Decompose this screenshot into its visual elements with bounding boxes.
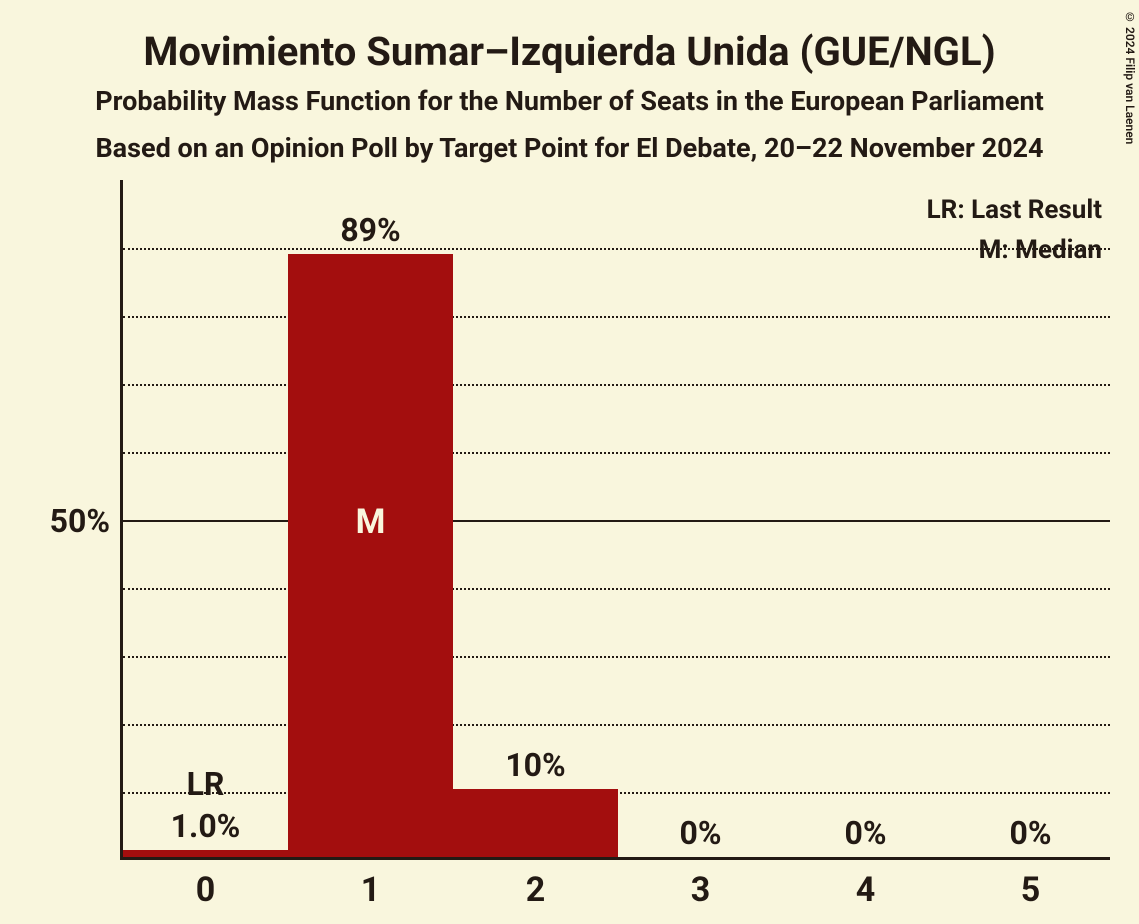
x-tick-4: 4 [783, 870, 948, 910]
bar-value-2: 10% [453, 746, 618, 784]
chart-subtitle-1: Probability Mass Function for the Number… [0, 85, 1139, 117]
copyright-text: © 2024 Filip van Laenen [1123, 10, 1137, 144]
y-axis-label-50: 50% [50, 502, 110, 540]
median-marker: M [288, 502, 453, 542]
bar-2 [453, 789, 618, 857]
x-axis [120, 857, 1110, 860]
gridline-70 [123, 384, 1110, 386]
chart-plot-area: LR: Last Result M: Median 50% 1.0%LR89%M… [120, 180, 1110, 860]
gridline-90 [123, 248, 1110, 250]
gridline-80 [123, 316, 1110, 318]
bar-value-0: 1.0% [123, 807, 288, 845]
x-tick-0: 0 [123, 870, 288, 910]
chart-title: Movimiento Sumar–Izquierda Unida (GUE/NG… [0, 28, 1139, 75]
chart-subtitle-2: Based on an Opinion Poll by Target Point… [0, 132, 1139, 164]
gridline-40 [123, 588, 1110, 590]
bar-value-3: 0% [618, 814, 783, 852]
x-tick-2: 2 [453, 870, 618, 910]
gridline-60 [123, 452, 1110, 454]
x-tick-1: 1 [288, 870, 453, 910]
gridline-50 [123, 520, 1110, 522]
bar-value-4: 0% [783, 814, 948, 852]
bar-1 [288, 254, 453, 857]
legend-median: M: Median [979, 235, 1102, 265]
last-result-marker: LR [123, 765, 288, 803]
bar-value-1: 89% [288, 211, 453, 249]
bar-0 [123, 850, 288, 857]
x-tick-3: 3 [618, 870, 783, 910]
gridline-20 [123, 724, 1110, 726]
gridline-30 [123, 656, 1110, 658]
bar-value-5: 0% [948, 814, 1113, 852]
legend-last-result: LR: Last Result [927, 195, 1102, 225]
x-tick-5: 5 [948, 870, 1113, 910]
